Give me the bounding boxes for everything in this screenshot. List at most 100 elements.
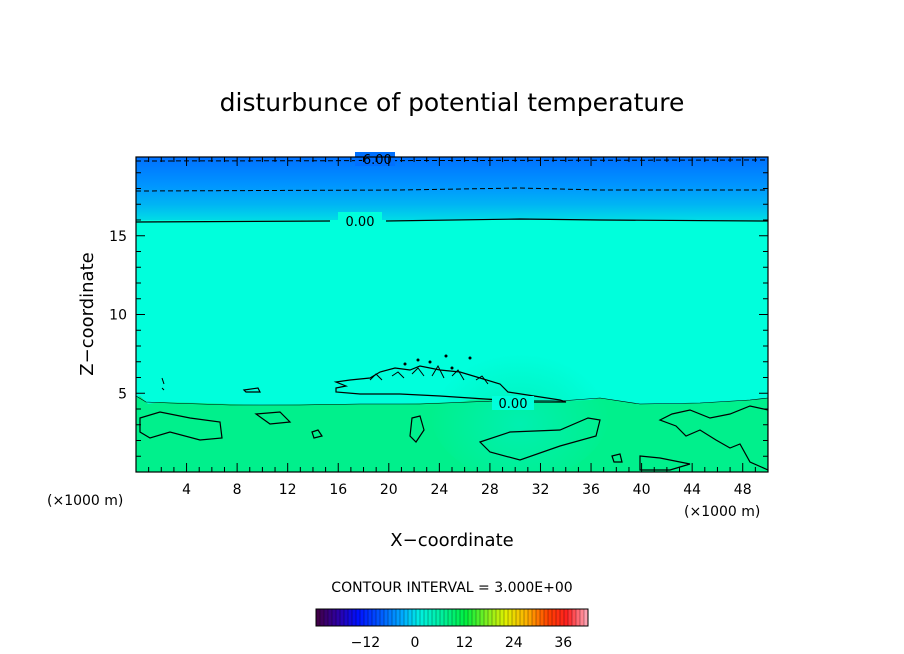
colorbar-tick-label: −12 — [351, 635, 381, 651]
x-tick-label: 16 — [329, 482, 347, 498]
contour-zero-upper — [136, 218, 768, 223]
colorbar-cell — [360, 609, 365, 626]
colorbar-cell — [396, 609, 401, 626]
y-axis-label: Z−coordinate — [77, 252, 98, 375]
colorbar-cell — [584, 609, 589, 626]
colorbar-cell — [464, 609, 469, 626]
colorbar-cell — [380, 609, 385, 626]
contour-interval-text: CONTOUR INTERVAL = 3.000E+00 — [331, 580, 572, 596]
colorbar-cell — [492, 609, 497, 626]
colorbar-cell — [456, 609, 461, 626]
colorbar-tick-label: 36 — [554, 635, 572, 651]
colorbar-cell — [392, 609, 397, 626]
colorbar-cell — [400, 609, 405, 626]
colorbar-cell — [348, 609, 353, 626]
colorbar-ticks: −12 0 12 24 36 — [351, 635, 573, 651]
x-axis-unit: (×1000 m) — [684, 504, 760, 520]
colorbar-cell — [572, 609, 577, 626]
colorbar-cell — [512, 609, 517, 626]
colorbar-cell — [368, 609, 373, 626]
blob-2 — [254, 411, 292, 425]
colorbar-cell — [372, 609, 377, 626]
colorbar-cell — [340, 609, 345, 626]
x-tick-label: 32 — [532, 482, 550, 498]
colorbar-cell — [428, 609, 433, 626]
colorbar-cell — [376, 609, 381, 626]
blob-3 — [311, 429, 323, 439]
chart-title: disturbunce of potential temperature — [220, 88, 685, 117]
colorbar-cell — [468, 609, 473, 626]
colorbar-cell — [460, 609, 465, 626]
contour-label-zero-upper: 0.00 — [346, 215, 375, 230]
colorbar-cell — [448, 609, 453, 626]
colorbar-cell — [544, 609, 549, 626]
colorbar-cell — [420, 609, 425, 626]
contour-label-zero-lower: 0.00 — [499, 397, 528, 412]
colorbar-cell — [504, 609, 509, 626]
contour-minus3 — [136, 187, 768, 192]
x-axis: 4 8 12 16 20 24 28 32 36 40 44 48 — [148, 157, 756, 498]
colorbar-cell — [576, 609, 581, 626]
colorbar-cell — [524, 609, 529, 626]
colorbar-cell — [564, 609, 569, 626]
colorbar-cell — [520, 609, 525, 626]
blob-left — [139, 411, 223, 441]
colorbar-cell — [480, 609, 485, 626]
colorbar-cell — [476, 609, 481, 626]
colorbar-cell — [540, 609, 545, 626]
colorbar — [315, 608, 589, 627]
colorbar-cell — [488, 609, 493, 626]
colorbar-cell — [568, 609, 573, 626]
colorbar-cell — [508, 609, 513, 626]
colorbar-cell — [552, 609, 557, 626]
colorbar-cell — [332, 609, 337, 626]
x-tick-label: 4 — [182, 482, 191, 498]
colorbar-cell — [516, 609, 521, 626]
colorbar-cell — [344, 609, 349, 626]
colorbar-cell — [444, 609, 449, 626]
x-tick-label: 12 — [279, 482, 297, 498]
colorbar-cell — [328, 609, 333, 626]
contour-layer-top — [136, 395, 768, 406]
colorbar-cell — [528, 609, 533, 626]
blob-4 — [409, 415, 425, 443]
y-axis-unit: (×1000 m) — [47, 493, 123, 509]
y-tick-label: 10 — [109, 308, 127, 324]
cloud-detail — [369, 364, 489, 385]
heatmap-field — [136, 157, 768, 472]
colorbar-cell — [412, 609, 417, 626]
blob-far-right — [658, 405, 768, 471]
x-tick-label: 24 — [430, 482, 448, 498]
colorbar-tick-label: 24 — [505, 635, 523, 651]
colorbar-cell — [424, 609, 429, 626]
colorbar-cell — [352, 609, 357, 626]
colorbar-cell — [532, 609, 537, 626]
colorbar-frame — [315, 608, 589, 627]
x-tick-label: 28 — [481, 482, 499, 498]
colorbar-cell — [408, 609, 413, 626]
colorbar-cell — [496, 609, 501, 626]
colorbar-cell — [320, 609, 325, 626]
colorbar-cell — [384, 609, 389, 626]
colorbar-cell — [560, 609, 565, 626]
colorbar-cell — [356, 609, 361, 626]
colorbar-tick-label: 12 — [455, 635, 473, 651]
x-tick-label: 44 — [683, 482, 701, 498]
x-tick-label: 40 — [633, 482, 651, 498]
colorbar-cell — [484, 609, 489, 626]
colorbar-cell — [472, 609, 477, 626]
colorbar-cell — [452, 609, 457, 626]
colorbar-cell — [404, 609, 409, 626]
y-tick-label: 15 — [109, 229, 127, 245]
colorbar-cell — [556, 609, 561, 626]
top-cold-band — [136, 157, 768, 220]
colorbar-cell — [336, 609, 341, 626]
x-tick-label: 8 — [233, 482, 242, 498]
colorbar-cell — [536, 609, 541, 626]
colorbar-cell — [416, 609, 421, 626]
blob-right-wave — [478, 417, 601, 461]
colorbar-cell — [500, 609, 505, 626]
x-axis-label: X−coordinate — [390, 530, 513, 551]
colorbar-cell — [440, 609, 445, 626]
